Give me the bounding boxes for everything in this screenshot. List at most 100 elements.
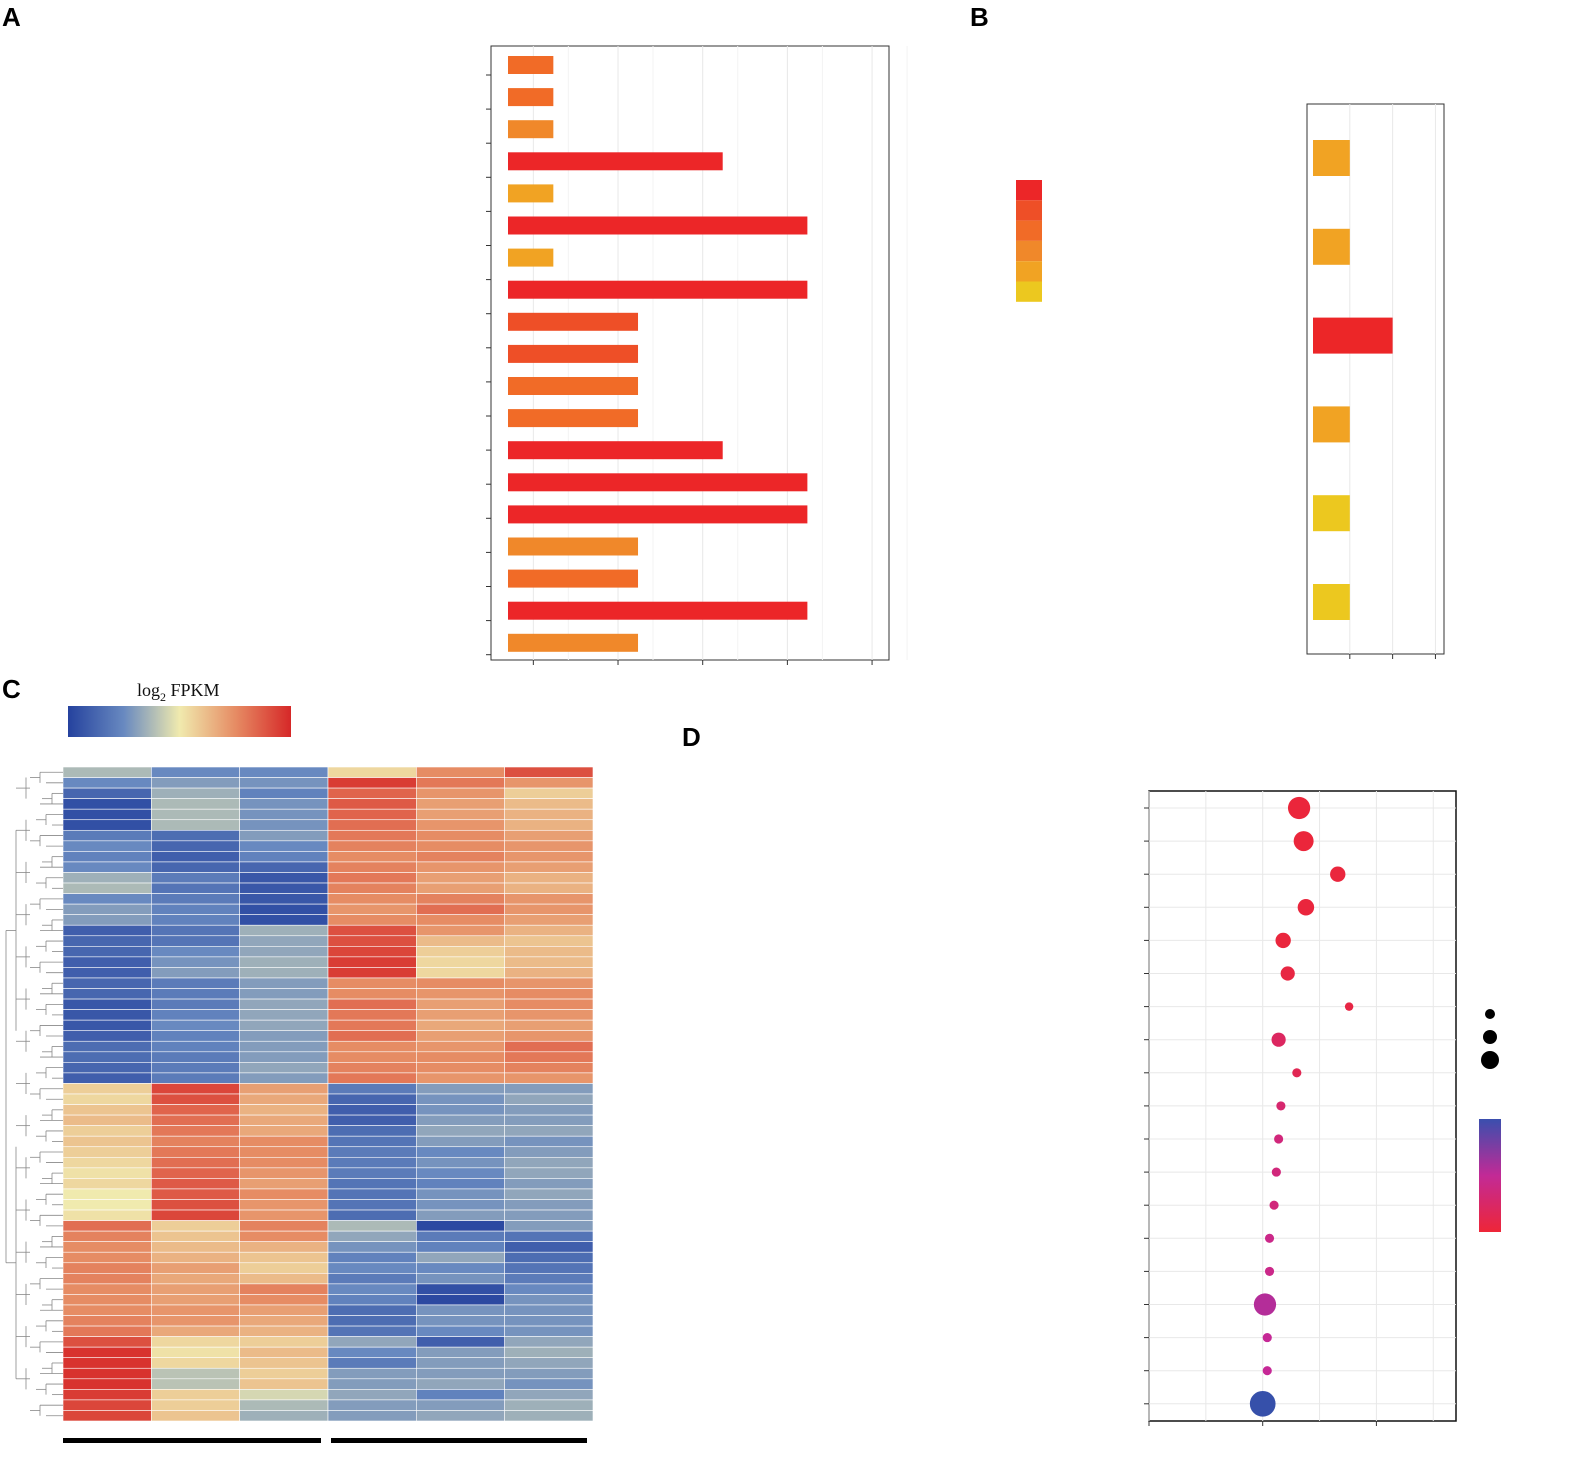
panel-c-heatmap-cell xyxy=(239,1304,329,1316)
panel-a-bar xyxy=(508,377,639,395)
panel-a-bar xyxy=(508,56,554,74)
panel-c-heatmap-cell xyxy=(151,829,240,842)
panel-c-heatmap-cell xyxy=(239,872,329,884)
panel-c-heatmap-cell xyxy=(239,956,329,968)
panel-c-heatmap-cell xyxy=(239,1262,329,1274)
panel-c-heatmap-cell xyxy=(504,1241,594,1253)
panel-c-heatmap-cell xyxy=(151,861,240,873)
panel-c-heatmap-cell xyxy=(62,1019,152,1032)
panel-c-heatmap-cell xyxy=(151,1262,240,1274)
panel-c-heatmap-cell xyxy=(504,840,594,852)
panel-c-heatmap-cell xyxy=(327,1156,417,1169)
panel-c-heatmap-cell xyxy=(239,946,329,958)
panel-c-heatmap-cell xyxy=(504,935,594,947)
panel-c-heatmap-cell xyxy=(151,1294,240,1306)
panel-c-heatmap-cell xyxy=(504,914,594,926)
panel-c-heatmap-cell xyxy=(416,935,505,947)
panel-c-heatmap-cell xyxy=(504,1283,594,1295)
panel-c-heatmap-cell xyxy=(504,1410,594,1422)
panel-c-heatmap-cell xyxy=(239,1083,329,1095)
panel-c-heatmap-cell xyxy=(327,1114,417,1126)
panel-c-heatmap-cell xyxy=(416,1188,505,1200)
panel-c-heatmap-cell xyxy=(416,1030,505,1042)
panel-c-heatmap-cell xyxy=(62,1283,152,1295)
panel-label-b: B xyxy=(970,2,989,32)
panel-c-heatmap-cell xyxy=(151,1051,240,1063)
panel-c-heatmap-cell xyxy=(327,1389,417,1401)
panel-c-heatmap-cell xyxy=(62,882,152,894)
panel-c-heatmap-cell xyxy=(62,1051,152,1063)
panel-c-heatmap-cell xyxy=(62,1325,152,1337)
panel-c-heatmap-cell xyxy=(504,777,594,789)
panel-c-heatmap-cell xyxy=(151,798,240,810)
panel-c-heatmap-cell xyxy=(327,1051,417,1063)
panel-c-heatmap-cell xyxy=(416,998,505,1010)
panel-c-heatmap-cell xyxy=(504,1273,594,1285)
panel-c-heatmap-cell xyxy=(327,903,417,915)
panel-c-heatmap-cell xyxy=(327,893,417,905)
panel-c-heatmap-cell xyxy=(239,1251,329,1264)
panel-c-heatmap-cell xyxy=(62,1220,152,1232)
panel-c-heatmap-cell xyxy=(151,1009,240,1021)
panel-c-heatmap-cell xyxy=(416,1125,505,1137)
panel-c-heatmap-cell xyxy=(416,1009,505,1021)
panel-c-heatmap-cell xyxy=(62,893,152,905)
panel-c-heatmap-cell xyxy=(504,829,594,842)
panel-c-heatmap-cell xyxy=(327,777,417,789)
panel-c-heatmap-cell xyxy=(327,967,417,979)
panel-c-heatmap-cell xyxy=(416,967,505,979)
panel-c-heatmap-cell xyxy=(239,787,329,799)
panel-c-heatmap-cell xyxy=(504,1389,594,1401)
panel-c-heatmap-cell xyxy=(239,1146,329,1158)
panel-c-heatmap-cell xyxy=(504,787,594,799)
panel-c-heatmap-cell xyxy=(151,946,240,958)
panel-c-heatmap-cell xyxy=(327,1241,417,1253)
panel-c-heatmap-cell xyxy=(239,1030,329,1042)
panel-d-point xyxy=(1253,1293,1277,1316)
panel-c-heatmap-cell xyxy=(327,1410,417,1422)
panel-c-heatmap-cell xyxy=(327,1399,417,1411)
panel-c-heatmap-cell xyxy=(416,840,505,852)
panel-c-heatmap-cell xyxy=(239,1315,329,1327)
panel-c-heatmap-cell xyxy=(504,956,594,968)
panel-c-heatmap-cell xyxy=(62,1062,152,1074)
panel-c-heatmap-cell xyxy=(62,819,152,831)
panel-c-heatmap-cell xyxy=(239,967,329,979)
panel-c-heatmap-cell xyxy=(151,1030,240,1042)
panel-c-heatmap-cell xyxy=(62,798,152,810)
panel-b-legend-swatch xyxy=(1016,261,1042,282)
panel-c-heatmap-cell xyxy=(504,1072,594,1084)
panel-c-heatmap-cell xyxy=(62,1167,152,1179)
panel-c-heatmap-cell xyxy=(504,1156,594,1169)
panel-c-heatmap-cell xyxy=(416,1199,505,1211)
panel-c-heatmap-cell xyxy=(416,819,505,831)
panel-label-a: A xyxy=(2,2,21,32)
panel-c-heatmap-cell xyxy=(151,935,240,947)
panel-c-heatmap-cell xyxy=(416,1336,505,1348)
panel-c-heatmap-cell xyxy=(416,1251,505,1264)
panel-b-bar xyxy=(1313,317,1393,354)
panel-c-heatmap-cell xyxy=(151,1019,240,1032)
panel-c-heatmap-cell xyxy=(151,1230,240,1242)
panel-c-heatmap-cell xyxy=(151,1389,240,1401)
panel-c-heatmap-cell xyxy=(239,819,329,831)
panel-c-heatmap-cell xyxy=(504,977,594,989)
panel-c-heatmap-cell xyxy=(62,903,152,915)
panel-c-heatmap-cell xyxy=(327,1093,417,1105)
panel-d-point xyxy=(1262,1366,1272,1376)
panel-c-heatmap-cell xyxy=(62,914,152,926)
panel-d-size-legend-dot xyxy=(1481,1051,1499,1069)
panel-b-legend-swatch xyxy=(1016,200,1042,221)
panel-c-heatmap-cell xyxy=(151,1325,240,1337)
panel-c-heatmap-cell xyxy=(62,1346,152,1359)
panel-c-heatmap-cell xyxy=(151,1336,240,1348)
panel-d-point xyxy=(1264,1266,1275,1276)
panel-c-heatmap-cell xyxy=(239,1072,329,1084)
panel-c-heatmap-cell xyxy=(151,1357,240,1369)
panel-c-heatmap-cell xyxy=(327,1146,417,1158)
panel-c-heatmap-cell xyxy=(151,777,240,789)
panel-c-heatmap-cell xyxy=(416,1114,505,1126)
panel-c-heatmap-cell xyxy=(416,1135,505,1148)
panel-c-heatmap-cell xyxy=(151,1199,240,1211)
panel-c-heatmap-cell xyxy=(239,914,329,926)
